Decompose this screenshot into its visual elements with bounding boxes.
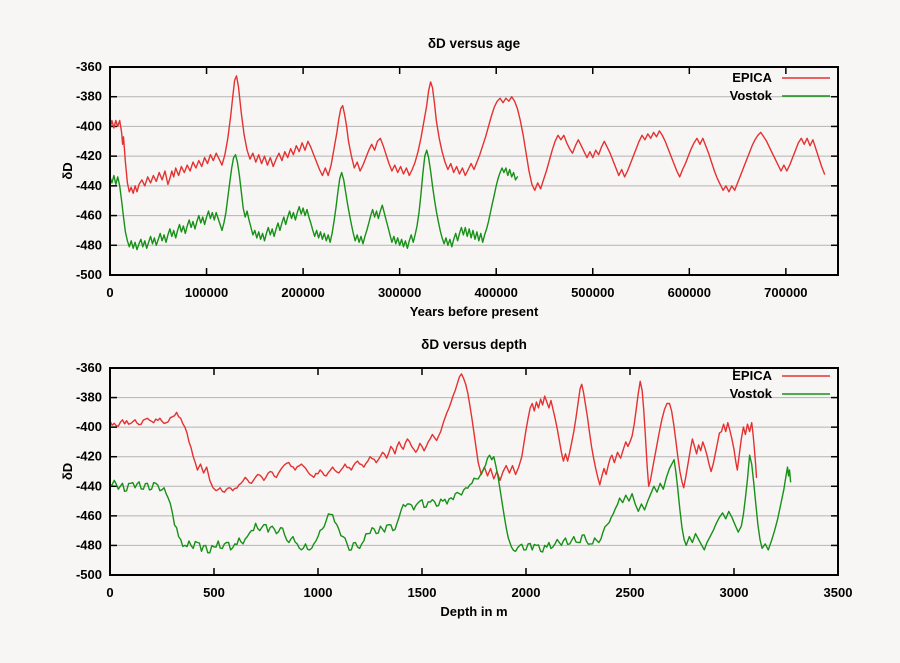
y-tick-label: -460	[76, 508, 102, 523]
epica-series-line	[110, 75, 826, 194]
vostok-series-line	[110, 149, 519, 251]
x-tick-label: 3500	[824, 585, 853, 600]
depth-chart: 0 500 1000 1500 2000 2500 3000 3500 -500 -480 -460…	[60, 337, 853, 619]
x-tick-label: 300000	[378, 285, 421, 300]
age-chart: 0 100000 200000 300000 400000 500000 600000 700…	[60, 36, 839, 319]
y-tick-label: -500	[76, 567, 102, 582]
vostok-series-line	[110, 454, 792, 554]
y-tick-label: -440	[76, 478, 102, 493]
y-tick-label: -400	[76, 419, 102, 434]
x-tick-label: 400000	[475, 285, 518, 300]
plot-border	[109, 367, 839, 576]
chart-title: δD versus depth	[421, 337, 527, 352]
legend-epica-label: EPICA	[732, 368, 772, 383]
x-tick-label: 700000	[764, 285, 807, 300]
x-axis-label: Years before present	[410, 304, 539, 319]
y-tick-label: -480	[76, 537, 102, 552]
x-tick-label: 0	[106, 285, 113, 300]
legend-vostok-label: Vostok	[730, 88, 773, 103]
legend-epica-label: EPICA	[732, 70, 772, 85]
x-tick-label: 1000	[304, 585, 333, 600]
x-tick-label: 2500	[616, 585, 645, 600]
y-tick-label: -380	[76, 390, 102, 405]
chart-title: δD versus age	[428, 36, 521, 51]
y-tick-label: -360	[76, 59, 102, 74]
x-tick-label: 2000	[512, 585, 541, 600]
legend-vostok-label: Vostok	[730, 386, 773, 401]
y-axis-label: δD	[60, 162, 75, 179]
y-axis-label: δD	[60, 463, 75, 480]
y-tick-label: -420	[76, 449, 102, 464]
x-tick-label: 500000	[571, 285, 614, 300]
x-tick-label: 1500	[408, 585, 437, 600]
x-axis-label: Depth in m	[440, 604, 507, 619]
y-tick-label: -360	[76, 360, 102, 375]
y-tick-label: -400	[76, 118, 102, 133]
y-tick-label: -480	[76, 237, 102, 252]
x-tick-label: 3000	[720, 585, 749, 600]
x-tick-label: 0	[106, 585, 113, 600]
plot-border	[109, 66, 839, 276]
y-tick-label: -380	[76, 89, 102, 104]
x-tick-label: 100000	[185, 285, 228, 300]
x-tick-label: 600000	[668, 285, 711, 300]
epica-series-line	[110, 373, 758, 493]
x-tick-label: 200000	[281, 285, 324, 300]
x-tick-label: 500	[203, 585, 225, 600]
y-tick-label: -460	[76, 208, 102, 223]
y-tick-label: -420	[76, 148, 102, 163]
y-tick-label: -500	[76, 267, 102, 282]
y-tick-label: -440	[76, 178, 102, 193]
